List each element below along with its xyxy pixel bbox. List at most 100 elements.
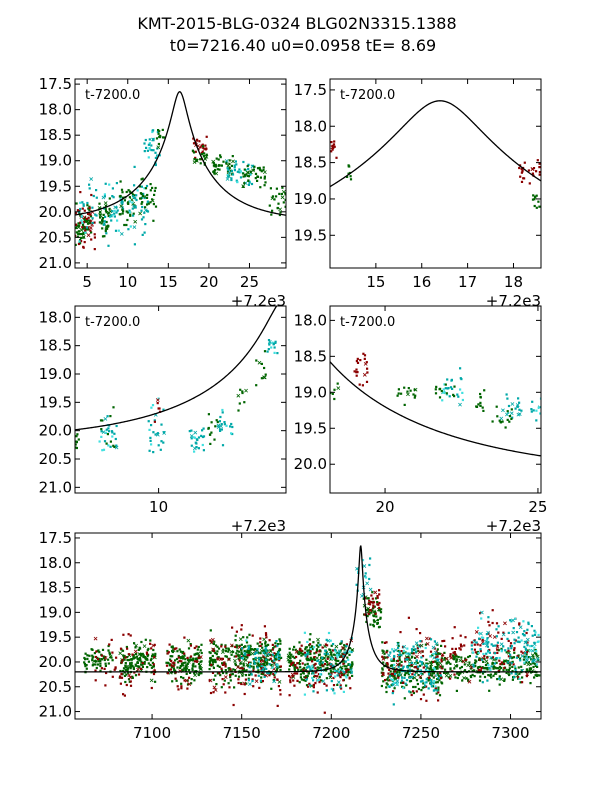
data-point bbox=[332, 143, 336, 146]
data-point bbox=[219, 674, 222, 677]
data-point bbox=[332, 684, 336, 687]
data-point bbox=[220, 645, 223, 648]
data-point bbox=[232, 703, 235, 707]
data-point bbox=[488, 651, 491, 654]
data-point bbox=[482, 636, 485, 639]
data-point bbox=[296, 672, 299, 675]
data-point bbox=[306, 658, 309, 661]
data-point bbox=[209, 629, 212, 632]
data-point bbox=[293, 669, 296, 672]
data-point bbox=[252, 685, 255, 688]
data-point bbox=[111, 435, 114, 438]
data-point bbox=[152, 219, 155, 222]
data-point bbox=[269, 672, 272, 675]
data-point bbox=[512, 627, 515, 630]
data-point bbox=[101, 220, 104, 223]
data-point bbox=[157, 142, 160, 146]
data-point bbox=[218, 665, 221, 668]
data-point bbox=[165, 664, 169, 667]
data-point bbox=[132, 667, 135, 671]
data-point bbox=[292, 675, 295, 678]
data-point bbox=[520, 409, 523, 412]
data-point bbox=[138, 185, 142, 188]
data-point bbox=[83, 656, 86, 660]
data-point bbox=[422, 666, 425, 669]
data-point bbox=[437, 691, 440, 694]
data-point bbox=[329, 639, 332, 642]
data-point bbox=[248, 666, 251, 669]
data-point bbox=[79, 201, 82, 204]
data-point bbox=[452, 651, 455, 654]
data-point bbox=[120, 188, 124, 191]
data-point bbox=[474, 664, 477, 668]
data-point bbox=[214, 171, 219, 176]
data-point bbox=[362, 372, 367, 377]
data-point bbox=[142, 644, 147, 649]
data-point bbox=[194, 665, 197, 668]
data-point bbox=[239, 662, 242, 665]
data-cluster-saao bbox=[330, 382, 341, 401]
data-point bbox=[489, 668, 492, 671]
data-point bbox=[149, 148, 152, 151]
data-point bbox=[311, 671, 315, 676]
data-point bbox=[202, 145, 205, 148]
data-point bbox=[79, 221, 82, 224]
data-point bbox=[247, 665, 250, 668]
data-point bbox=[468, 655, 471, 658]
data-point bbox=[205, 135, 208, 138]
data-point bbox=[85, 227, 88, 230]
data-point bbox=[298, 681, 301, 684]
data-point bbox=[346, 656, 349, 659]
data-point bbox=[288, 674, 291, 678]
data-point bbox=[536, 665, 539, 668]
data-point bbox=[288, 651, 291, 654]
data-point bbox=[273, 645, 276, 648]
data-point bbox=[114, 229, 118, 232]
data-point bbox=[304, 653, 307, 656]
data-point bbox=[259, 656, 262, 659]
data-point bbox=[125, 223, 128, 227]
data-point bbox=[400, 650, 403, 653]
data-point bbox=[219, 424, 223, 429]
data-point bbox=[326, 663, 329, 666]
y-tick-label: 18.5 bbox=[39, 126, 72, 144]
data-point bbox=[276, 206, 279, 210]
data-point bbox=[276, 678, 279, 681]
data-point bbox=[171, 650, 174, 654]
data-point bbox=[115, 444, 118, 447]
data-point bbox=[268, 343, 271, 346]
data-point bbox=[198, 655, 203, 659]
data-point bbox=[245, 682, 248, 685]
data-point bbox=[433, 668, 436, 671]
data-point bbox=[348, 663, 351, 666]
data-point bbox=[267, 339, 272, 344]
data-point bbox=[473, 648, 476, 651]
data-point bbox=[410, 652, 413, 655]
data-point bbox=[104, 207, 107, 210]
data-point bbox=[128, 190, 131, 193]
data-point bbox=[101, 227, 104, 230]
data-point bbox=[459, 667, 462, 670]
data-point bbox=[465, 677, 468, 680]
data-point bbox=[239, 170, 242, 173]
data-point bbox=[263, 675, 266, 678]
data-point bbox=[300, 644, 303, 647]
data-point bbox=[429, 655, 432, 658]
data-point bbox=[94, 655, 97, 659]
data-point bbox=[444, 668, 447, 671]
data-point bbox=[110, 638, 113, 641]
data-point bbox=[141, 663, 144, 666]
data-point bbox=[265, 671, 269, 674]
data-point bbox=[257, 662, 260, 665]
data-point bbox=[268, 658, 271, 661]
data-point bbox=[143, 142, 146, 145]
data-point bbox=[538, 173, 541, 176]
data-point bbox=[171, 680, 174, 683]
data-point bbox=[201, 443, 204, 447]
data-point bbox=[115, 424, 118, 428]
data-point bbox=[190, 682, 193, 685]
data-point bbox=[483, 389, 486, 392]
data-point bbox=[152, 139, 155, 142]
data-point bbox=[131, 201, 134, 204]
data-point bbox=[208, 679, 211, 682]
